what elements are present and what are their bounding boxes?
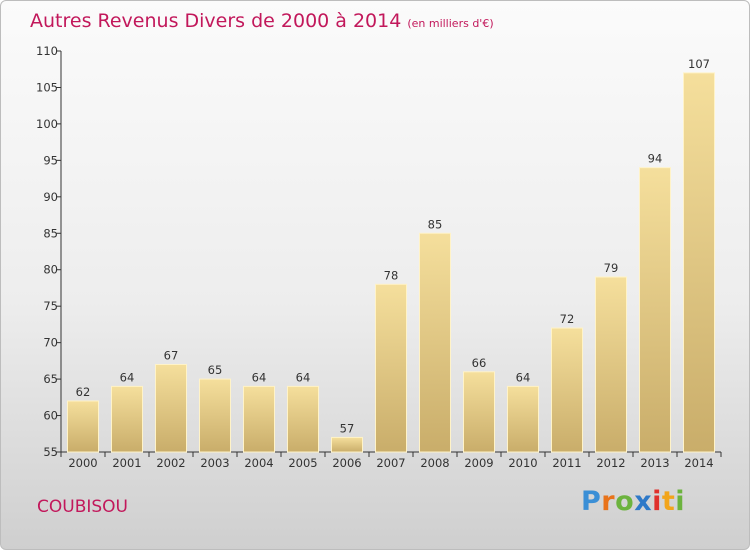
x-tick-label-2002: 2002 (156, 456, 185, 470)
x-tick-label-2009: 2009 (464, 456, 493, 470)
x-tick-label-2004: 2004 (244, 456, 273, 470)
y-tick-label: 110 (36, 44, 58, 58)
proxiti-logo: Proxiti (581, 486, 685, 517)
y-tick-label: 75 (43, 299, 58, 313)
y-tick-label: 90 (43, 190, 58, 204)
bar-2013 (639, 167, 671, 453)
bar-2001 (111, 385, 143, 453)
x-tick-label-2005: 2005 (288, 456, 317, 470)
logo-letter: P (581, 486, 602, 517)
chart-title-text: Autres Revenus Divers de 2000 à 2014 (30, 10, 402, 32)
logo-letter: x (634, 486, 653, 517)
commune-name: COUBISOU (37, 497, 128, 517)
value-label-2012: 79 (604, 261, 619, 275)
y-tick-label: 65 (43, 372, 58, 386)
x-tick-label-2012: 2012 (596, 456, 625, 470)
logo-letter: o (615, 486, 635, 517)
y-tick-label: 95 (43, 153, 58, 167)
bar-2003 (199, 378, 231, 453)
chart-subtitle: (en milliers d'€) (407, 17, 494, 30)
bar-2014 (683, 72, 715, 453)
value-label-2011: 72 (560, 312, 575, 326)
x-tick-label-2003: 2003 (200, 456, 229, 470)
y-tick-label: 100 (36, 117, 58, 131)
x-tick-label-2008: 2008 (420, 456, 449, 470)
bar-2008 (419, 232, 451, 453)
y-tick-label: 60 (43, 409, 58, 423)
value-label-2001: 64 (120, 370, 135, 384)
logo-letter: r (601, 486, 616, 517)
x-tick-label-2013: 2013 (640, 456, 669, 470)
y-tick-label: 85 (43, 226, 58, 240)
y-tick-label: 55 (43, 445, 58, 459)
value-label-2005: 64 (296, 370, 311, 384)
value-label-2000: 62 (76, 385, 91, 399)
value-label-2007: 78 (384, 268, 399, 282)
logo-letter: i (652, 486, 662, 517)
chart-title: Autres Revenus Divers de 2000 à 2014 (en … (30, 10, 494, 32)
y-tick-label: 80 (43, 263, 58, 277)
bar-2002 (155, 364, 187, 453)
bar-2000 (67, 400, 99, 453)
x-tick-label-2000: 2000 (68, 456, 97, 470)
value-label-2002: 67 (164, 349, 179, 363)
y-tick-label: 70 (43, 336, 58, 350)
value-label-2008: 85 (428, 217, 443, 231)
bar-2009 (463, 371, 495, 453)
x-tick-label-2006: 2006 (332, 456, 361, 470)
bar-2006 (331, 436, 363, 453)
bar-2010 (507, 385, 539, 453)
value-label-2009: 66 (472, 356, 487, 370)
bar-2012 (595, 276, 627, 453)
x-tick-label-2001: 2001 (112, 456, 141, 470)
value-label-2010: 64 (516, 370, 531, 384)
x-tick-label-2011: 2011 (552, 456, 581, 470)
bar-2005 (287, 385, 319, 453)
value-label-2006: 57 (340, 421, 355, 435)
value-label-2004: 64 (252, 370, 267, 384)
bar-2011 (551, 327, 583, 453)
logo-letter: i (675, 486, 686, 517)
x-tick-label-2010: 2010 (508, 456, 537, 470)
value-label-2014: 107 (688, 57, 710, 71)
value-label-2013: 94 (648, 152, 663, 166)
logo-letter: t (661, 486, 676, 517)
x-tick-label-2007: 2007 (376, 456, 405, 470)
y-tick-label: 105 (36, 80, 58, 94)
x-tick-label-2014: 2014 (684, 456, 713, 470)
bar-2004 (243, 385, 275, 453)
bar-2007 (375, 283, 407, 453)
value-label-2003: 65 (208, 363, 223, 377)
